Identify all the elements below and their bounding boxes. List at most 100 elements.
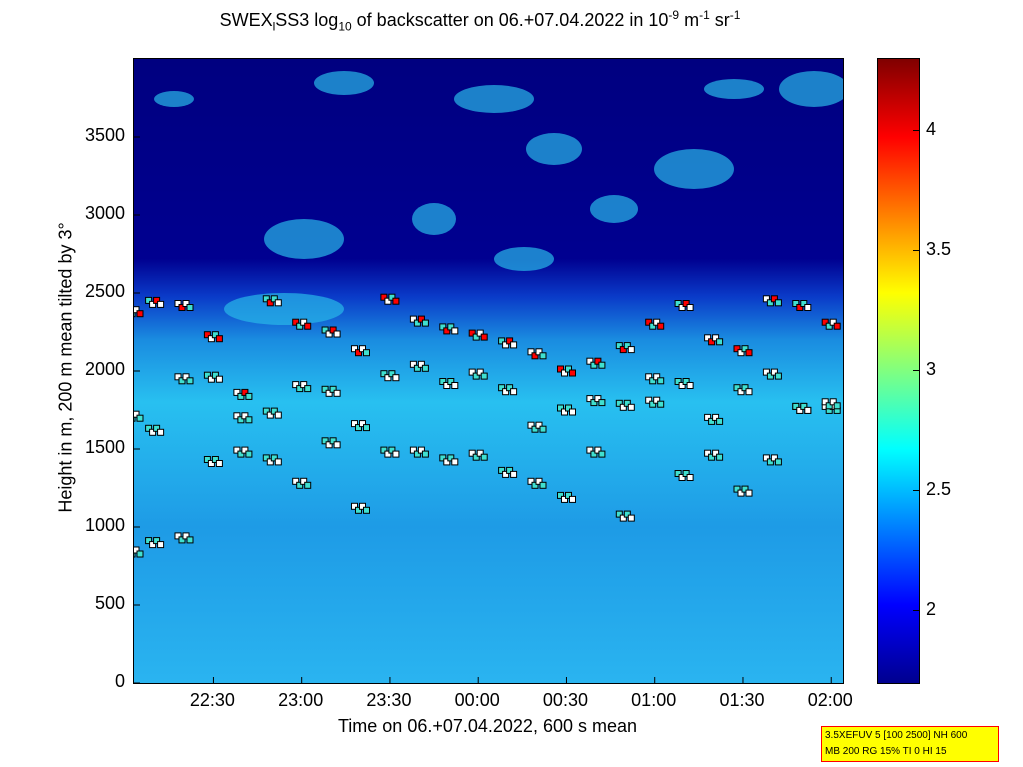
cloud-base-marker — [409, 315, 417, 323]
cloud-base-marker — [211, 371, 219, 379]
cloud-base-marker — [682, 300, 690, 307]
y-tick-label: 0 — [114, 671, 125, 691]
cloud-base-marker — [296, 385, 304, 393]
cloud-base-marker — [565, 491, 572, 499]
cloud-base-marker — [796, 406, 804, 414]
cloud-base-marker — [829, 318, 837, 326]
info-line-2: MB 200 RG 15% TI 0 HI 15 — [825, 746, 947, 757]
cloud-base-marker — [237, 392, 245, 400]
cloud-base-marker — [182, 532, 190, 540]
cloud-base-marker — [792, 300, 800, 307]
cloud-base-marker — [439, 454, 447, 462]
cloud-base-marker — [333, 441, 341, 449]
cloud-base-marker — [136, 414, 144, 422]
cloud-base-marker — [586, 395, 594, 403]
cloud-base-marker — [615, 399, 623, 407]
cloud-base-marker — [149, 428, 157, 436]
colorbar-tick-label: 4 — [926, 119, 937, 139]
x-tick-label: 01:00 — [631, 690, 677, 710]
cloud-base-marker — [296, 322, 304, 330]
y-tick-label: 1500 — [84, 437, 125, 457]
colorbar-tick-mark — [913, 610, 919, 611]
x-axis-label: Time on 06.+07.04.2022, 600 s mean — [337, 716, 638, 736]
cloud-base-marker — [136, 310, 144, 318]
cloud-base-marker — [598, 399, 606, 407]
cloud-base-marker — [645, 396, 653, 404]
colorbar-tick-label: 2 — [926, 599, 937, 619]
cloud-base-marker — [741, 485, 749, 493]
cloud-patch — [526, 133, 582, 165]
cloud-base-marker — [292, 318, 300, 326]
cloud-base-marker — [409, 446, 417, 454]
cloud-base-marker — [388, 370, 396, 378]
cloud-base-marker — [561, 369, 568, 377]
cloud-base-marker — [833, 402, 841, 410]
cloud-patch — [494, 247, 554, 271]
cloud-base-marker — [561, 408, 568, 416]
x-tick-label: 01:30 — [719, 690, 765, 710]
cloud-base-marker — [472, 333, 480, 341]
cloud-base-marker — [674, 378, 682, 385]
cloud-base-marker — [498, 337, 506, 345]
cloud-patch — [154, 91, 194, 107]
cloud-base-marker — [355, 349, 362, 357]
cloud-base-marker — [136, 550, 144, 558]
cloud-base-marker — [413, 450, 421, 458]
cloud-base-marker — [439, 378, 447, 385]
cloud-base-marker — [649, 400, 657, 408]
cloud-base-marker — [215, 460, 223, 467]
cloud-base-marker — [531, 481, 539, 489]
cloud-base-marker — [145, 296, 153, 304]
cloud-base-marker — [590, 450, 598, 458]
x-tick-label: 22:30 — [189, 690, 235, 710]
cloud-base-marker — [619, 514, 627, 522]
cloud-base-marker — [590, 399, 598, 407]
cloud-patch — [454, 85, 534, 113]
cloud-base-marker — [774, 458, 782, 466]
cloud-base-marker — [359, 420, 366, 428]
y-tick-label: 1000 — [84, 515, 125, 535]
cloud-base-marker — [215, 335, 223, 343]
cloud-base-marker — [737, 388, 745, 396]
cloud-base-marker — [821, 318, 829, 326]
colorbar-tick-label: 3.5 — [926, 239, 952, 259]
cloud-base-marker — [770, 295, 778, 303]
cloud-base-marker — [203, 371, 211, 379]
cloud-base-marker — [627, 403, 635, 411]
cloud-base-marker — [502, 388, 510, 396]
cloud-base-marker — [145, 424, 153, 432]
cloud-base-marker — [178, 536, 186, 544]
cloud-base-marker — [686, 474, 694, 481]
cloud-base-marker — [733, 485, 741, 493]
cloud-base-marker — [157, 541, 165, 549]
cloud-base-marker — [615, 510, 623, 518]
cloud-base-marker — [325, 441, 333, 449]
cloud-base-marker — [388, 293, 396, 301]
cloud-base-marker — [708, 338, 716, 346]
cloud-base-marker — [274, 458, 282, 466]
cloud-base-marker — [594, 446, 602, 454]
cloud-patch — [314, 71, 374, 95]
cloud-base-marker — [392, 450, 400, 458]
cloud-base-marker — [241, 412, 249, 420]
cloud-base-marker — [737, 349, 745, 357]
cloud-base-marker — [502, 341, 510, 349]
cloud-base-marker — [296, 481, 304, 489]
cloud-base-marker — [733, 345, 741, 353]
cloud-base-marker — [300, 477, 308, 485]
cloud-base-marker — [359, 345, 366, 353]
cloud-base-marker — [569, 495, 576, 503]
cloud-base-marker — [417, 360, 425, 368]
cloud-base-marker — [134, 414, 136, 422]
cloud-base-marker — [304, 322, 312, 330]
cloud-base-marker — [270, 454, 278, 462]
colorbar — [877, 58, 920, 684]
cloud-base-marker — [262, 407, 270, 415]
colorbar-tick-label: 2.5 — [926, 479, 952, 499]
cloud-base-marker — [266, 458, 274, 466]
cloud-patch — [590, 195, 638, 223]
cloud-base-marker — [527, 348, 535, 356]
cloud-base-marker — [796, 304, 804, 311]
cloud-base-marker — [174, 300, 182, 307]
y-tick-label: 3000 — [84, 203, 125, 223]
